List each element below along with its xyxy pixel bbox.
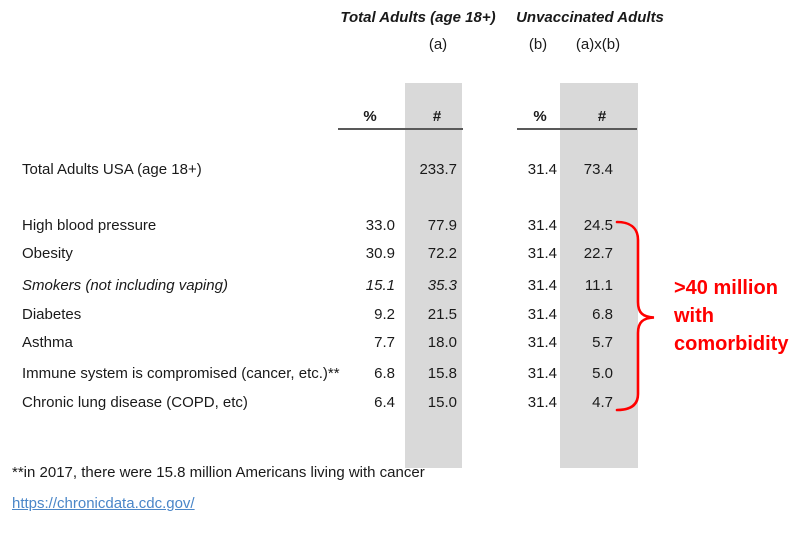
- cell-pct-a: 33.0: [365, 217, 395, 234]
- cell-num-a: 21.5: [427, 306, 457, 323]
- cell-pct-a: 15.1: [365, 277, 395, 294]
- comorbidity-annotation: >40 million with comorbidity: [674, 274, 788, 358]
- cell-pct-b: 31.4: [527, 217, 557, 234]
- cell-num-a: 72.2: [427, 245, 457, 262]
- table-row-smokers: Smokers (not including vaping) 15.1 35.3…: [0, 277, 796, 295]
- cancer-footnote: **in 2017, there were 15.8 million Ameri…: [12, 464, 425, 481]
- cell-pct-b: 31.4: [527, 306, 557, 323]
- cell-num-a: 35.3: [427, 277, 457, 294]
- table-row-diabetes: Diabetes 9.2 21.5 31.4 6.8: [0, 306, 796, 324]
- cell-num-axb: 5.0: [592, 365, 613, 382]
- col-header-count-axb: #: [597, 108, 607, 125]
- cell-pct-a: 7.7: [374, 334, 395, 351]
- cdc-data-link[interactable]: https://chronicdata.cdc.gov/: [12, 495, 195, 512]
- col-label-a: (a): [428, 36, 448, 53]
- shaded-column-unvaccinated-count: [560, 83, 638, 468]
- cell-pct-b: 31.4: [527, 161, 557, 178]
- cell-pct-a: 30.9: [365, 245, 395, 262]
- col-header-count-a: #: [432, 108, 442, 125]
- cell-num-a: 77.9: [427, 217, 457, 234]
- col-label-b: (b): [528, 36, 548, 53]
- cell-pct-b: 31.4: [527, 365, 557, 382]
- annotation-line: >40 million: [674, 277, 778, 299]
- cell-pct-b: 31.4: [527, 277, 557, 294]
- cell-pct-b: 31.4: [527, 394, 557, 411]
- row-label: Chronic lung disease (COPD, etc): [22, 394, 248, 411]
- cell-num-axb: 5.7: [592, 334, 613, 351]
- group-title-total-adults: Total Adults (age 18+): [340, 9, 496, 26]
- table-row-total-usa: Total Adults USA (age 18+) 233.7 31.4 73…: [0, 161, 796, 179]
- cell-num-axb: 11.1: [584, 277, 613, 294]
- row-label: Total Adults USA (age 18+): [22, 161, 202, 178]
- row-label: Obesity: [22, 245, 73, 262]
- row-label: High blood pressure: [22, 217, 157, 234]
- annotation-line: comorbidity: [674, 333, 789, 355]
- row-label: Diabetes: [22, 306, 82, 323]
- table-row-chronic-lung-disease: Chronic lung disease (COPD, etc) 6.4 15.…: [0, 394, 796, 412]
- col-header-pct-b: %: [533, 108, 547, 125]
- cell-pct-a: 9.2: [374, 306, 395, 323]
- cell-num-axb: 6.8: [592, 306, 613, 323]
- table-row-immune-compromised: Immune system is compromised (cancer, et…: [0, 365, 796, 383]
- cell-pct-b: 31.4: [527, 245, 557, 262]
- annotation-line: with: [674, 305, 714, 327]
- group-title-unvaccinated-adults: Unvaccinated Adults: [516, 9, 664, 26]
- table-row-obesity: Obesity 30.9 72.2 31.4 22.7: [0, 245, 796, 263]
- cell-num-axb: 22.7: [583, 245, 613, 262]
- table-row-asthma: Asthma 7.7 18.0 31.4 5.7: [0, 334, 796, 352]
- cell-num-axb: 4.7: [592, 394, 613, 411]
- col-label-axb: (a)x(b): [575, 36, 621, 53]
- cell-num-axb: 24.5: [583, 217, 613, 234]
- cell-pct-a: 6.8: [374, 365, 395, 382]
- row-label: Smokers (not including vaping): [22, 277, 228, 294]
- col-header-pct-a: %: [363, 108, 377, 125]
- shaded-column-total-count: [405, 83, 462, 468]
- cell-pct-a: 6.4: [374, 394, 395, 411]
- row-label: Immune system is compromised (cancer, et…: [22, 365, 340, 382]
- cell-num-a: 15.0: [427, 394, 457, 411]
- cell-num-a: 233.7: [419, 161, 457, 178]
- table-row-high-blood-pressure: High blood pressure 33.0 77.9 31.4 24.5: [0, 217, 796, 235]
- curly-brace-icon: [615, 220, 655, 412]
- header-rule-unvaccinated: [517, 128, 637, 130]
- cell-num-axb: 73.4: [583, 161, 613, 178]
- cell-num-a: 18.0: [427, 334, 457, 351]
- row-label: Asthma: [22, 334, 73, 351]
- cell-pct-b: 31.4: [527, 334, 557, 351]
- header-rule-total: [338, 128, 463, 130]
- cell-num-a: 15.8: [427, 365, 457, 382]
